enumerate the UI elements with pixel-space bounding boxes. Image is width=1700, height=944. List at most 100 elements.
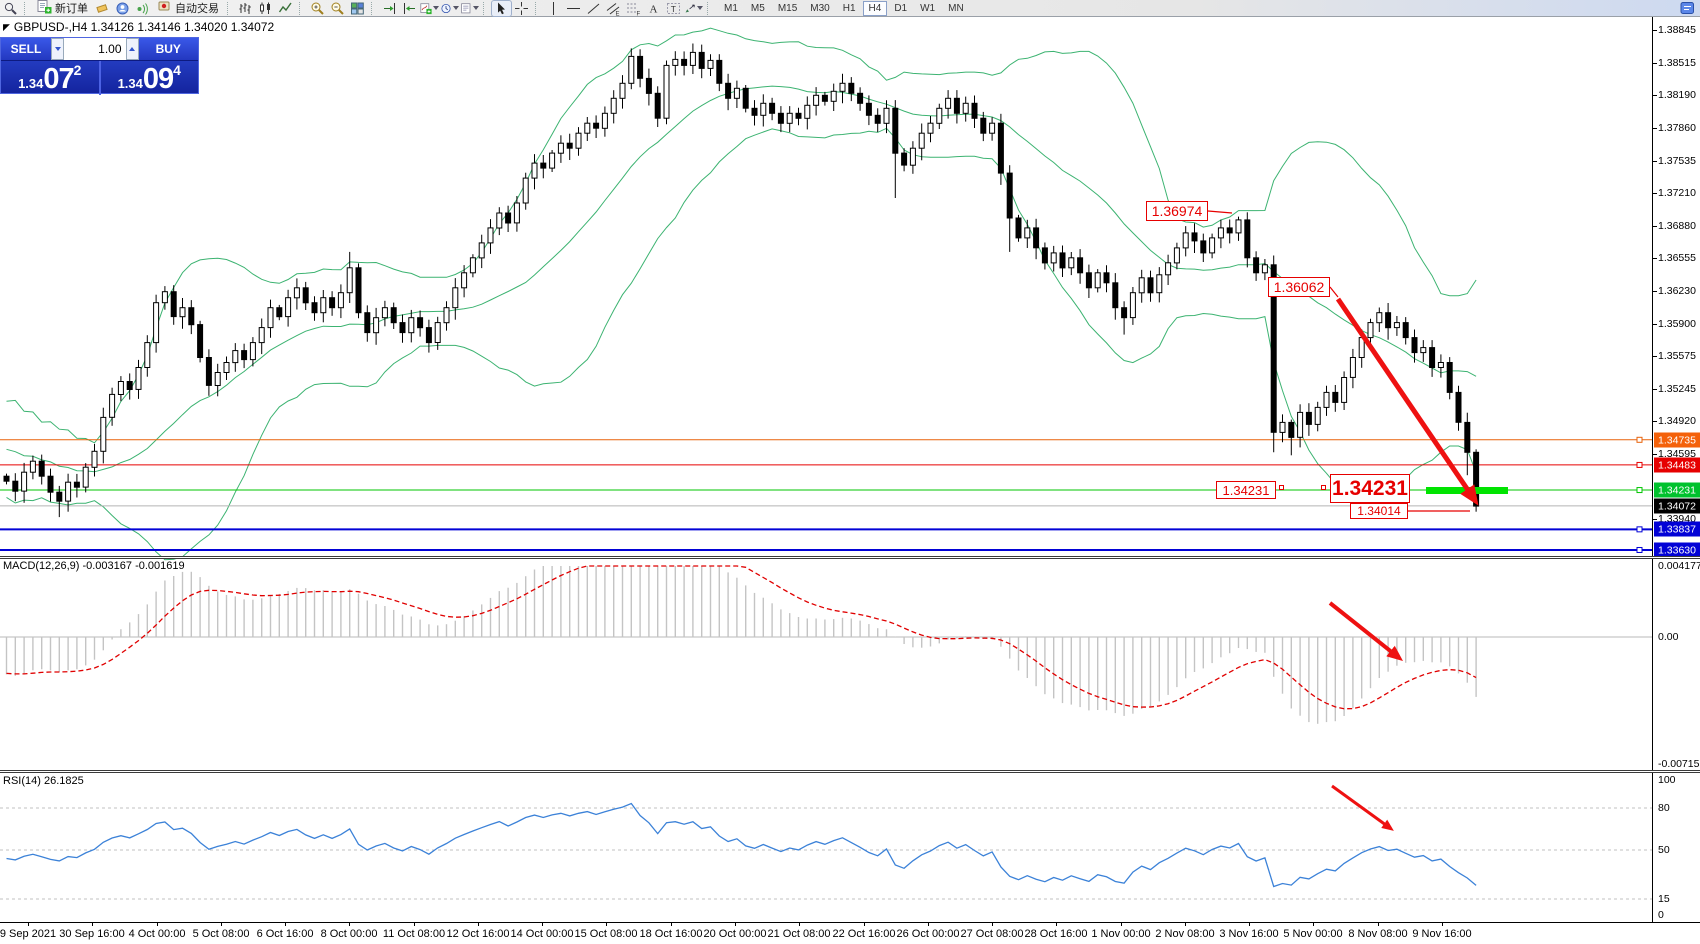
axis-tick [1653, 454, 1657, 455]
buy-price[interactable]: 1.34 09 4 [117, 62, 181, 95]
tf-M5[interactable]: M5 [750, 2, 765, 14]
pane-separator[interactable] [0, 556, 1700, 559]
cursor-icon[interactable] [491, 0, 512, 17]
hline-icon[interactable] [564, 1, 583, 16]
crosshair-icon[interactable] [512, 1, 531, 16]
time-label: 6 Oct 16:00 [256, 928, 314, 940]
signal-icon[interactable] [133, 1, 152, 16]
candles-chart-icon[interactable] [256, 1, 275, 16]
tf-D1[interactable]: D1 [894, 2, 908, 14]
tf-H4[interactable]: H4 [862, 0, 888, 16]
axis-tick [1653, 519, 1657, 520]
indicators-icon[interactable] [420, 1, 439, 16]
tile-windows-icon[interactable] [348, 1, 367, 16]
toolbar-separator [535, 1, 540, 15]
tf-MN[interactable]: MN [948, 2, 964, 14]
chevron-down-icon [697, 6, 703, 10]
chart-shift-icon[interactable] [400, 1, 419, 16]
label-icon[interactable]: T [664, 1, 683, 16]
text-icon[interactable]: A [644, 1, 663, 16]
chevron-down-icon [433, 6, 439, 10]
shapes-icon[interactable] [684, 1, 703, 16]
price-badge: 1.34735 [1654, 432, 1700, 448]
price-axis[interactable]: 1.38845 1.38515 1.38190 1.37860 1.37535 1.372… [1652, 17, 1700, 944]
price-badge: 1.34072 [1654, 498, 1700, 514]
channel-icon[interactable]: E [604, 1, 623, 16]
sell-button[interactable]: SELL [1, 38, 51, 60]
time-axis[interactable]: 9 Sep 2021 30 Sep 16:00 4 Oct 00:00 5 Oct 0… [0, 922, 1700, 944]
toolbar-separator [371, 1, 376, 15]
tf-H1[interactable]: H1 [842, 2, 856, 14]
tf-M15[interactable]: M15 [777, 2, 798, 14]
zoom-out-icon[interactable] [328, 1, 347, 16]
time-tick [1056, 923, 1057, 926]
volume-decrease-button[interactable] [51, 38, 64, 60]
axis-tick [1653, 193, 1657, 194]
time-label: 9 Nov 16:00 [1412, 928, 1472, 940]
trendline-icon[interactable] [584, 1, 603, 16]
line-chart-icon[interactable] [276, 1, 295, 16]
toolbar-separator [707, 1, 712, 15]
bars-chart-icon[interactable] [236, 1, 255, 16]
vline-icon[interactable] [544, 1, 563, 16]
tf-M30[interactable]: M30 [810, 2, 830, 14]
price-tick-label: 1.36880 [1658, 220, 1696, 232]
time-tick [799, 923, 800, 926]
time-label: 1 Nov 00:00 [1091, 928, 1151, 940]
zoom-in-icon[interactable] [308, 1, 327, 16]
time-tick [414, 923, 415, 926]
eraser-icon[interactable] [93, 1, 112, 16]
axis-tick [1653, 291, 1657, 292]
price-divider [98, 61, 101, 95]
profile-icon[interactable] [113, 1, 132, 16]
toolbar-separator [299, 1, 304, 15]
buy-button[interactable]: BUY [138, 38, 199, 60]
object-handle[interactable] [1321, 485, 1326, 490]
macd-axis-label: 0.004177 [1658, 560, 1700, 572]
svg-text:A: A [650, 3, 658, 15]
svg-text:T: T [671, 3, 676, 13]
toolbar-separator [483, 1, 488, 15]
time-tick [285, 923, 286, 926]
time-tick [542, 923, 543, 926]
axis-tick [1653, 421, 1657, 422]
new-order-icon [37, 0, 52, 17]
time-tick [1313, 923, 1314, 926]
autotrading-button[interactable]: 自动交易 [153, 1, 223, 16]
time-tick [1249, 923, 1250, 926]
price-label-annotation[interactable]: 1.36974 [1146, 201, 1208, 221]
auto-scroll-icon[interactable] [380, 1, 399, 16]
pane-separator[interactable] [0, 770, 1700, 773]
search-icon[interactable] [1, 1, 20, 16]
chart-title: ◤ GBPUSD-,H4 1.34126 1.34146 1.34020 1.3… [3, 20, 274, 34]
tf-W1[interactable]: W1 [920, 2, 936, 14]
time-label: 26 Oct 00:00 [896, 928, 960, 940]
volume-input[interactable]: 1.00 [64, 38, 126, 60]
volume-increase-button[interactable] [125, 38, 139, 60]
price-label-annotation[interactable]: 1.34231 [1216, 481, 1276, 499]
time-label: 12 Oct 16:00 [446, 928, 510, 940]
time-tick [92, 923, 93, 926]
sell-price[interactable]: 1.34 07 2 [18, 62, 82, 95]
price-tick-label: 1.35575 [1658, 350, 1696, 362]
time-tick [928, 923, 929, 926]
fibo-icon[interactable]: F [624, 1, 643, 16]
tf-M1[interactable]: M1 [724, 2, 738, 14]
time-tick [478, 923, 479, 926]
time-tick [735, 923, 736, 926]
price-label-annotation[interactable]: 1.34231 [1330, 474, 1410, 503]
axis-tick [1653, 30, 1657, 31]
chart-canvas[interactable] [0, 0, 1652, 944]
time-label: 2 Nov 08:00 [1155, 928, 1215, 940]
panel-icon[interactable] [1678, 1, 1697, 16]
period-icon[interactable] [440, 1, 459, 16]
price-label-annotation[interactable]: 1.34014 [1350, 503, 1408, 519]
template-icon[interactable] [460, 1, 479, 16]
new-order-button[interactable]: 新订单 [33, 0, 92, 17]
object-handle[interactable] [1279, 485, 1284, 490]
chart-title-text: GBPUSD-,H4 1.34126 1.34146 1.34020 1.340… [13, 20, 275, 34]
price-label-annotation[interactable]: 1.36062 [1268, 277, 1330, 297]
axis-tick [1653, 389, 1657, 390]
time-label: 30 Sep 16:00 [59, 928, 125, 940]
axis-tick [1653, 324, 1657, 325]
